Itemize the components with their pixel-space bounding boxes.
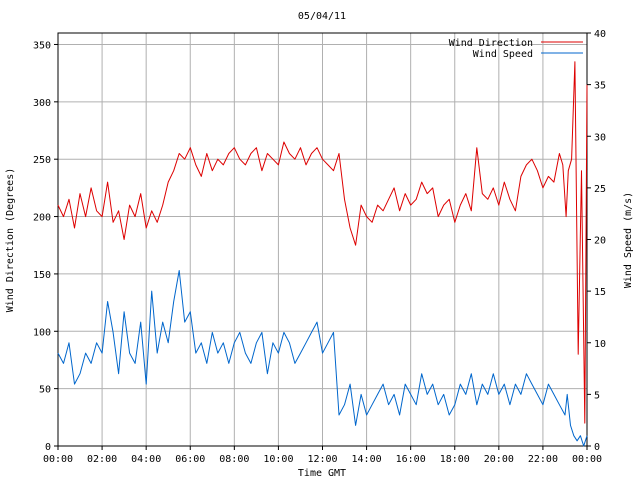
- x-tick-label: 00:00: [43, 454, 73, 465]
- series-line-wind-speed: [57, 270, 588, 447]
- x-tick-label: 08:00: [219, 454, 249, 465]
- x-tick-label: 22:00: [528, 454, 558, 465]
- x-tick-label: 04:00: [131, 454, 161, 465]
- left-tick-label: 100: [33, 327, 51, 338]
- right-tick-label: 30: [594, 132, 606, 143]
- chart-title: 05/04/11: [298, 11, 346, 22]
- right-tick-label: 40: [594, 29, 606, 40]
- left-tick-label: 200: [33, 213, 51, 224]
- x-axis-label: Time GMT: [298, 468, 346, 479]
- x-tick-label: 00:00: [572, 454, 602, 465]
- series-layer: [57, 61, 588, 447]
- left-tick-label: 150: [33, 270, 51, 281]
- x-tick-label: 12:00: [307, 454, 337, 465]
- left-tick-label: 300: [33, 98, 51, 109]
- x-tick-label: 18:00: [440, 454, 470, 465]
- legend: Wind Direction Wind Speed: [449, 38, 583, 60]
- right-axis-label: Wind Speed (m/s): [623, 192, 634, 288]
- x-tick-label: 06:00: [175, 454, 205, 465]
- left-tick-label: 250: [33, 155, 51, 166]
- right-tick-label: 0: [594, 442, 600, 453]
- x-tick-label: 16:00: [396, 454, 426, 465]
- x-tick-label: 10:00: [263, 454, 293, 465]
- right-tick-label: 20: [594, 236, 606, 247]
- legend-label-wind-speed: Wind Speed: [473, 49, 533, 60]
- right-tick-label: 5: [594, 390, 600, 401]
- left-axis-label: Wind Direction (Degrees): [5, 168, 16, 313]
- left-tick-label: 0: [45, 442, 51, 453]
- right-tick-label: 25: [594, 184, 606, 195]
- right-tick-label: 15: [594, 287, 606, 298]
- axis-labels: 00:00 02:00 04:00 06:00 08:00 10:00 12:00 14:00…: [33, 29, 606, 465]
- right-tick-label: 10: [594, 339, 606, 350]
- left-tick-label: 350: [33, 40, 51, 51]
- right-tick-label: 35: [594, 81, 606, 92]
- x-tick-label: 02:00: [87, 454, 117, 465]
- series-line-wind-direction: [57, 61, 588, 424]
- x-tick-label: 20:00: [484, 454, 514, 465]
- left-tick-label: 50: [39, 385, 51, 396]
- legend-label-wind-direction: Wind Direction: [449, 38, 533, 49]
- grid: [58, 33, 587, 446]
- x-tick-label: 14:00: [352, 454, 382, 465]
